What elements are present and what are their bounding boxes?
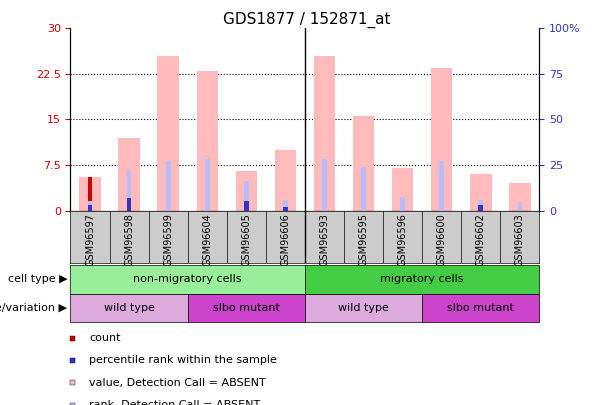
Bar	[79, 177, 101, 211]
Bar	[314, 56, 335, 211]
Bar	[244, 200, 249, 211]
Text: GSM96597: GSM96597	[85, 213, 95, 266]
Text: percentile rank within the sample: percentile rank within the sample	[89, 356, 276, 365]
Bar	[322, 159, 327, 211]
Text: GSM96599: GSM96599	[163, 213, 173, 266]
Bar	[205, 159, 210, 211]
Text: GSM96602: GSM96602	[476, 213, 486, 266]
Bar	[509, 183, 531, 211]
Text: slbo mutant: slbo mutant	[447, 303, 514, 313]
Text: GDS1877 / 152871_at: GDS1877 / 152871_at	[223, 12, 390, 28]
Text: GSM96596: GSM96596	[398, 213, 408, 266]
Text: wild type: wild type	[338, 303, 389, 313]
Bar	[70, 265, 305, 294]
Text: GSM96605: GSM96605	[242, 213, 251, 266]
Text: GSM96598: GSM96598	[124, 213, 134, 266]
Text: genotype/variation ▶: genotype/variation ▶	[0, 303, 67, 313]
Text: GSM96604: GSM96604	[202, 213, 212, 266]
Bar	[235, 171, 257, 211]
Text: GSM96593: GSM96593	[319, 213, 330, 266]
Text: GSM96595: GSM96595	[359, 213, 368, 266]
Bar	[400, 197, 405, 211]
Text: non-migratory cells: non-migratory cells	[134, 275, 242, 284]
Text: GSM96600: GSM96600	[436, 213, 447, 266]
Text: migratory cells: migratory cells	[381, 275, 464, 284]
Bar	[88, 205, 93, 211]
Text: GSM96606: GSM96606	[280, 213, 291, 266]
Bar	[470, 174, 492, 211]
Bar	[127, 198, 131, 211]
Bar	[244, 181, 249, 211]
Bar	[283, 200, 287, 211]
Bar	[188, 294, 305, 322]
Bar	[422, 294, 539, 322]
Text: cell type ▶: cell type ▶	[8, 275, 67, 284]
Bar	[517, 202, 522, 211]
Bar	[479, 200, 483, 211]
Bar	[118, 138, 140, 211]
Bar	[166, 161, 170, 211]
Bar	[479, 205, 483, 211]
Bar	[88, 201, 93, 211]
Text: rank, Detection Call = ABSENT: rank, Detection Call = ABSENT	[89, 400, 260, 405]
Text: wild type: wild type	[104, 303, 154, 313]
Bar	[305, 294, 422, 322]
Text: count: count	[89, 333, 120, 343]
Bar	[88, 177, 93, 211]
Text: value, Detection Call = ABSENT: value, Detection Call = ABSENT	[89, 378, 265, 388]
Bar	[440, 161, 444, 211]
Bar	[197, 71, 218, 211]
Bar	[305, 265, 539, 294]
Bar	[361, 167, 366, 211]
Text: GSM96603: GSM96603	[515, 213, 525, 266]
Bar	[283, 207, 287, 211]
Text: slbo mutant: slbo mutant	[213, 303, 280, 313]
Bar	[70, 294, 188, 322]
Bar	[127, 170, 131, 211]
Bar	[275, 150, 296, 211]
Bar	[353, 117, 375, 211]
Bar	[431, 68, 452, 211]
Bar	[392, 168, 413, 211]
Bar	[158, 56, 179, 211]
